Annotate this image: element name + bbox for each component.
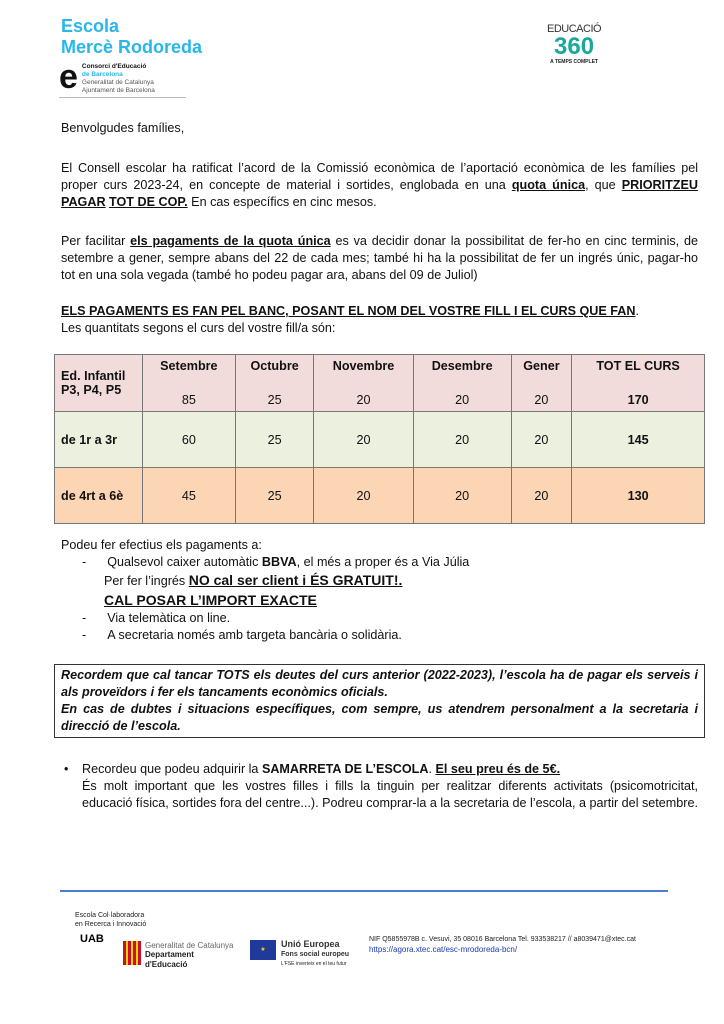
logo-text: 360 [554,33,595,60]
school-website-link[interactable]: https://agora.xtec.cat/esc-mrodoreda-bcn… [369,945,518,954]
logo-text: A TEMPS COMPLET [550,59,598,65]
consorci-text: Generalitat de Catalunya [81,79,154,86]
collab-label: Escola Col·laboradora en Recerca i Innova… [75,912,147,928]
consorci-logo: e Consorci d'Educació de Barcelona Generali… [59,58,155,96]
greeting: Benvolgudes famílies, [61,121,185,135]
notice-box: Recordem que cal tancar TOTS els deutes … [54,664,705,738]
table-row: de 4rt a 6è 45 25 20 20 20 130 [54,467,705,524]
paragraph-3: ELS PAGAMENTS ES FAN PEL BANC, POSANT EL… [61,304,639,335]
uab-logo: UAB [80,933,104,945]
table-row: Ed. Infantil P3, P4, P5 Setembre 85 Octub… [54,354,705,412]
payment-list: - Qualsevol caixer automàtic BBVA, el mé… [82,555,470,642]
consorci-text: Consorci d'Educació [81,63,147,70]
paragraph-1: El Consell escolar ha ratificat l’acord … [61,161,698,209]
eu-logo: ★ Unió Europea Fons social europeu L'FSE in… [250,940,349,969]
table-row: de 1r a 3r 60 25 20 20 20 145 [54,411,705,468]
fees-table: Ed. Infantil P3, P4, P5 Setembre 85 Octub… [54,354,705,524]
school-name-1: Escola [61,16,120,36]
divider [59,97,186,98]
payment-intro: Podeu fer efectius els pagaments a: [61,538,262,552]
footer-divider [60,890,668,892]
school-logo: Escola Mercè Rodoreda [61,16,202,58]
school-name-2: Mercè Rodoreda [61,37,203,57]
educacio-360-logo: EDUCACIÓ 360 A TEMPS COMPLET [547,23,602,65]
consorci-text: de Barcelona [81,71,123,78]
row-label: Ed. Infantil P3, P4, P5 [54,354,143,412]
shirt-bullet: • Recordeu que podeu adquirir la SAMARRE… [64,762,698,810]
consorci-text: Ajuntament de Barcelona [81,87,155,94]
logo-text: EDUCACIÓ [547,23,602,35]
paragraph-2: Per facilitar els pagaments de la quota … [61,234,698,282]
generalitat-logo: Generalitat de Catalunya Departament d'Edu… [123,941,234,970]
contact-info: NIF Q5855978B c. Vesuvi, 35 08016 Barcel… [369,936,636,943]
